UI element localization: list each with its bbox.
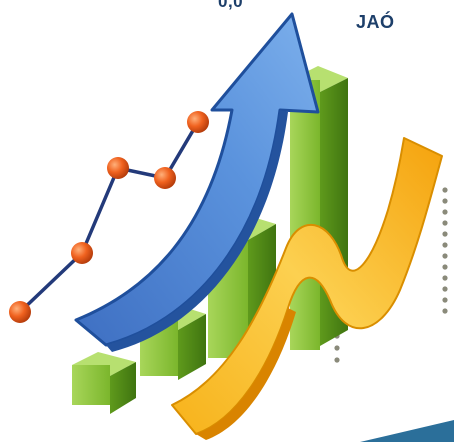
top-value-label: 0,0	[218, 0, 244, 11]
bar-1	[72, 352, 136, 414]
line-chart-icon	[9, 111, 209, 323]
rising-arrow-icon	[74, 12, 320, 352]
ribbon-curve-icon	[171, 137, 443, 440]
dotted-guide-right	[442, 187, 448, 314]
city-label: JAÓ	[356, 12, 395, 32]
corner-accent	[360, 420, 454, 442]
